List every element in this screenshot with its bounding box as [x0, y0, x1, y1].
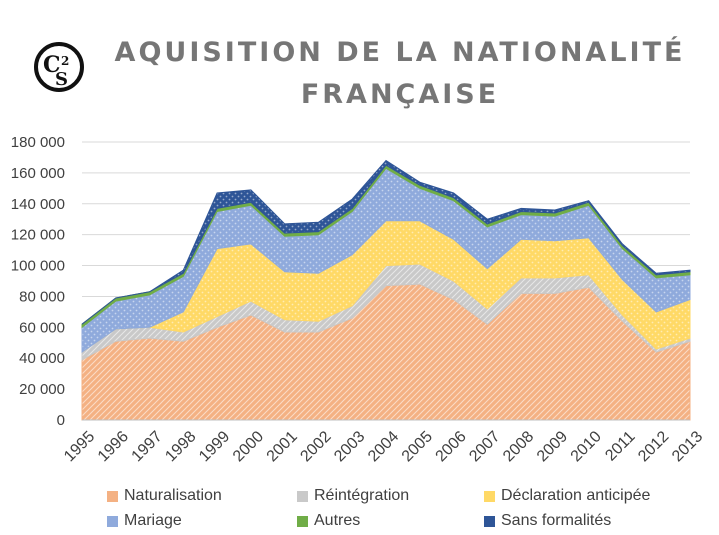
- svg-text:2: 2: [61, 54, 69, 68]
- legend-item: Mariage: [107, 512, 182, 530]
- legend-label: Mariage: [124, 512, 182, 529]
- x-tick-label: 2005: [399, 428, 436, 465]
- legend-label: Autres: [314, 512, 361, 529]
- x-tick-label: 2001: [264, 428, 301, 465]
- x-tick-label: 1999: [196, 428, 233, 465]
- y-tick-label: 80 000: [19, 288, 65, 305]
- chart-title-line1: AQUISITION DE LA NATIONALITÉ: [114, 37, 686, 68]
- x-tick-label: 1996: [95, 428, 132, 465]
- y-tick-label: 60 000: [19, 319, 65, 336]
- chart-title-line2: FRANÇAISE: [300, 79, 500, 110]
- x-tick-label: 2006: [433, 428, 470, 465]
- legend-swatch: [484, 515, 495, 527]
- y-tick-label: 40 000: [19, 350, 65, 367]
- x-tick-label: 2003: [331, 428, 368, 465]
- area-series-6: [81, 159, 691, 325]
- x-tick-label: 2011: [602, 428, 638, 464]
- legend-item: Naturalisation: [107, 487, 222, 505]
- c2s-logo: C 2 S: [34, 42, 84, 92]
- legend-label: Déclaration anticipée: [501, 487, 651, 504]
- y-tick-label: 160 000: [11, 165, 65, 182]
- legend-label: Réintégration: [314, 487, 410, 504]
- y-tick-label: 20 000: [19, 381, 65, 398]
- x-tick-label: 2007: [466, 428, 503, 465]
- svg-text:C: C: [43, 52, 61, 78]
- chart-title: AQUISITION DE LA NATIONALITÉ FRANÇAISE: [100, 32, 700, 116]
- y-tick-label: 120 000: [11, 227, 65, 244]
- stacked-areas: [81, 159, 691, 421]
- legend-swatch: [484, 490, 495, 502]
- y-tick-label: 0: [57, 412, 65, 429]
- legend-item: Déclaration anticipée: [484, 487, 650, 505]
- svg-text:S: S: [55, 69, 68, 90]
- x-tick-label: 2002: [297, 428, 334, 465]
- legend-label: Naturalisation: [124, 487, 222, 504]
- x-tick-label: 2004: [365, 428, 402, 465]
- y-tick-label: 140 000: [11, 196, 65, 213]
- x-tick-label: 2008: [500, 428, 537, 465]
- x-tick-label: 2013: [669, 428, 706, 465]
- x-tick-label: 2000: [230, 428, 267, 465]
- legend-item: Sans formalités: [484, 512, 611, 530]
- legend-swatch: [107, 490, 118, 502]
- legend-swatch: [297, 515, 308, 527]
- legend-label: Sans formalités: [501, 512, 612, 529]
- legend-item: Réintégration: [297, 487, 409, 505]
- legend-item: Autres: [297, 512, 360, 530]
- x-tick-label: 1995: [61, 428, 98, 465]
- legend-swatch: [297, 490, 308, 502]
- x-tick-label: 2009: [534, 428, 571, 465]
- x-tick-label: 1998: [162, 428, 199, 465]
- x-tick-label: 2010: [568, 428, 605, 465]
- y-tick-label: 180 000: [11, 134, 65, 151]
- legend-swatch: [107, 515, 118, 527]
- y-tick-label: 100 000: [11, 258, 65, 275]
- x-tick-label: 1997: [129, 428, 166, 465]
- x-tick-label: 2012: [635, 428, 672, 465]
